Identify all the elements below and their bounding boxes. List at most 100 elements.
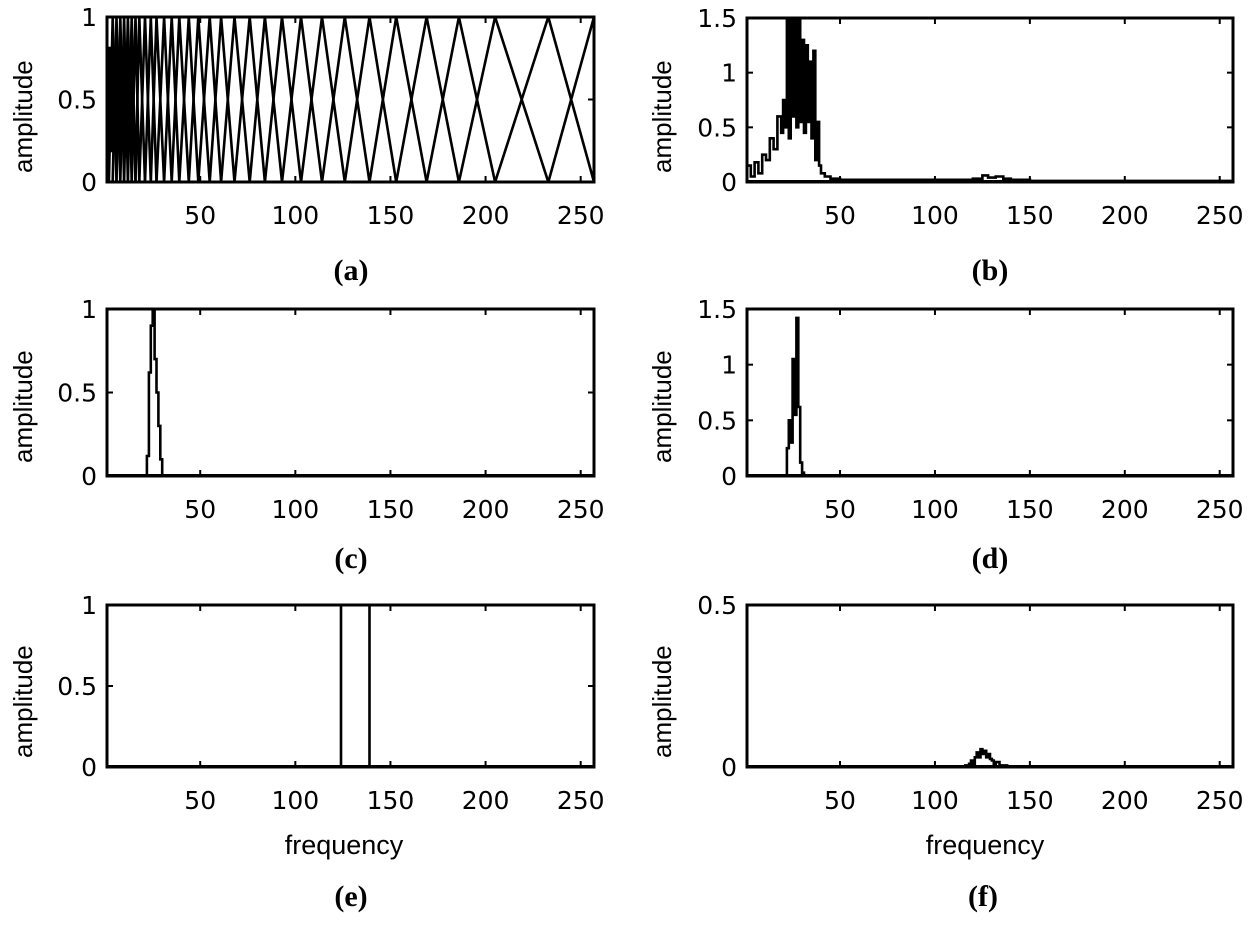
panel-e: 50 100 150 200 250 0 0.5 1 amplitude frequency …	[8, 591, 605, 913]
filter-triangle	[178, 17, 200, 182]
spectrum-line	[316, 605, 371, 767]
x-tick-label: 200	[1101, 201, 1149, 230]
filter-triangle	[162, 17, 181, 182]
filter-triangle	[170, 17, 191, 182]
x-tick-label: 100	[911, 786, 959, 815]
y-tick-label: 1	[721, 59, 737, 88]
axes-box	[745, 307, 1235, 478]
x-tick-label: 100	[271, 495, 319, 524]
filter-triangle	[233, 17, 267, 182]
x-tick-label: 250	[557, 201, 605, 230]
filter-triangle	[263, 17, 303, 182]
y-tick-label: 0.5	[697, 591, 737, 620]
filter-triangle	[299, 17, 347, 182]
x-tick-label: 200	[462, 495, 510, 524]
spectrum-line	[785, 316, 806, 476]
spectrum-line	[747, 747, 1233, 767]
x-tick-label: 50	[184, 201, 216, 230]
filter-triangle	[248, 17, 284, 182]
x-tick-label: 250	[1196, 786, 1244, 815]
chart-d: 50 100 150 200 250 0 0.5 1 1.5	[697, 295, 1244, 524]
y-tick-label: 1.5	[697, 295, 737, 324]
filter-triangle	[155, 17, 173, 182]
caption-f: (f)	[968, 880, 998, 913]
axes-box	[745, 16, 1235, 184]
spectrum-line	[747, 18, 1233, 182]
x-tick-label: 100	[271, 201, 319, 230]
filter-triangle	[143, 17, 158, 182]
filter-triangle	[219, 17, 251, 182]
y-tick-label: 0	[721, 753, 737, 782]
y-tick-label: 0	[81, 168, 97, 197]
x-tick-label: 150	[367, 786, 415, 815]
ylabel-f: amplitude	[647, 645, 677, 758]
x-tick-label: 250	[557, 495, 605, 524]
x-tick-label: 150	[1006, 201, 1054, 230]
panel-c: 50 100 150 200 250 0 0.5 1 amplitude (c)	[0, 0, 625, 600]
caption-d: (d)	[971, 542, 1009, 575]
y-tick-label: 1	[81, 3, 97, 32]
x-tick-label: 250	[557, 786, 605, 815]
x-tick-label: 200	[1101, 495, 1149, 524]
y-tick-label: 1.5	[697, 4, 737, 33]
caption-b: (b)	[971, 254, 1009, 287]
chart-b: 50 100 150 200 250 0 0.5 1 1.5	[697, 4, 1244, 230]
y-tick-label: 0.5	[57, 672, 97, 701]
x-tick-label: 150	[367, 201, 415, 230]
filter-triangle	[149, 17, 166, 182]
chart-f: 50 100 150 200 250 0 0.5	[697, 591, 1244, 815]
filter-triangle	[280, 17, 324, 182]
filter-triangle	[425, 17, 497, 182]
x-tick-label: 50	[824, 495, 856, 524]
chart-c: 50 100 150 200 250 0 0.5 1	[57, 295, 605, 524]
y-tick-label: 1	[81, 295, 97, 324]
filter-triangle	[134, 17, 147, 182]
x-tick-label: 200	[462, 201, 510, 230]
panel-a: 50 100 150 200 250 0 0.5 1 amplitude (a)	[0, 0, 625, 300]
x-tick-label: 200	[1101, 786, 1149, 815]
x-tick-label: 50	[824, 201, 856, 230]
y-tick-label: 0.5	[697, 113, 737, 142]
panel-d: 50 100 150 200 250 0 0.5 1 1.5 amplitude (d)	[647, 295, 1244, 575]
x-tick-label: 100	[911, 495, 959, 524]
filter-triangle	[320, 17, 371, 182]
filter-triangle	[493, 17, 594, 182]
x-tick-label: 250	[1196, 495, 1244, 524]
y-tick-label: 0.5	[57, 379, 97, 408]
x-tick-label: 50	[184, 786, 216, 815]
chart-a: 50 100 150 200 250 0 0.5 1	[57, 3, 605, 230]
filter-triangle	[197, 17, 223, 182]
y-tick-label: 0.5	[57, 86, 97, 115]
y-tick-label: 0.5	[697, 406, 737, 435]
spectrum-line	[145, 309, 164, 476]
filter-triangle	[394, 17, 461, 182]
caption-a: (a)	[333, 254, 369, 287]
x-tick-label: 250	[1196, 201, 1244, 230]
y-tick-label: 0	[81, 462, 97, 491]
xlabel-f: frequency	[925, 830, 1045, 860]
axes-box	[745, 603, 1235, 769]
plot-lines	[107, 17, 594, 182]
filter-triangle	[208, 17, 236, 182]
filter-triangle	[368, 17, 428, 182]
y-tick-label: 0	[721, 168, 737, 197]
xlabel-e: frequency	[284, 830, 404, 860]
chart-e: 50 100 150 200 250 0 0.5 1	[57, 591, 605, 815]
plot-lines	[747, 747, 1233, 767]
y-tick-label: 0	[721, 462, 737, 491]
x-tick-label: 200	[462, 786, 510, 815]
x-tick-label: 100	[271, 786, 319, 815]
x-tick-label: 150	[367, 495, 415, 524]
filter-triangle	[138, 17, 153, 182]
x-tick-label: 100	[911, 201, 959, 230]
y-tick-label: 1	[81, 591, 97, 620]
filter-triangle	[457, 17, 550, 182]
filter-triangle	[343, 17, 398, 182]
caption-e: (e)	[334, 880, 368, 913]
y-tick-label: 1	[721, 351, 737, 380]
x-tick-label: 150	[1006, 495, 1054, 524]
x-tick-label: 150	[1006, 786, 1054, 815]
x-tick-label: 50	[824, 786, 856, 815]
panel-b: 50 100 150 200 250 0 0.5 1 1.5 amplitude (b)	[0, 0, 1250, 300]
